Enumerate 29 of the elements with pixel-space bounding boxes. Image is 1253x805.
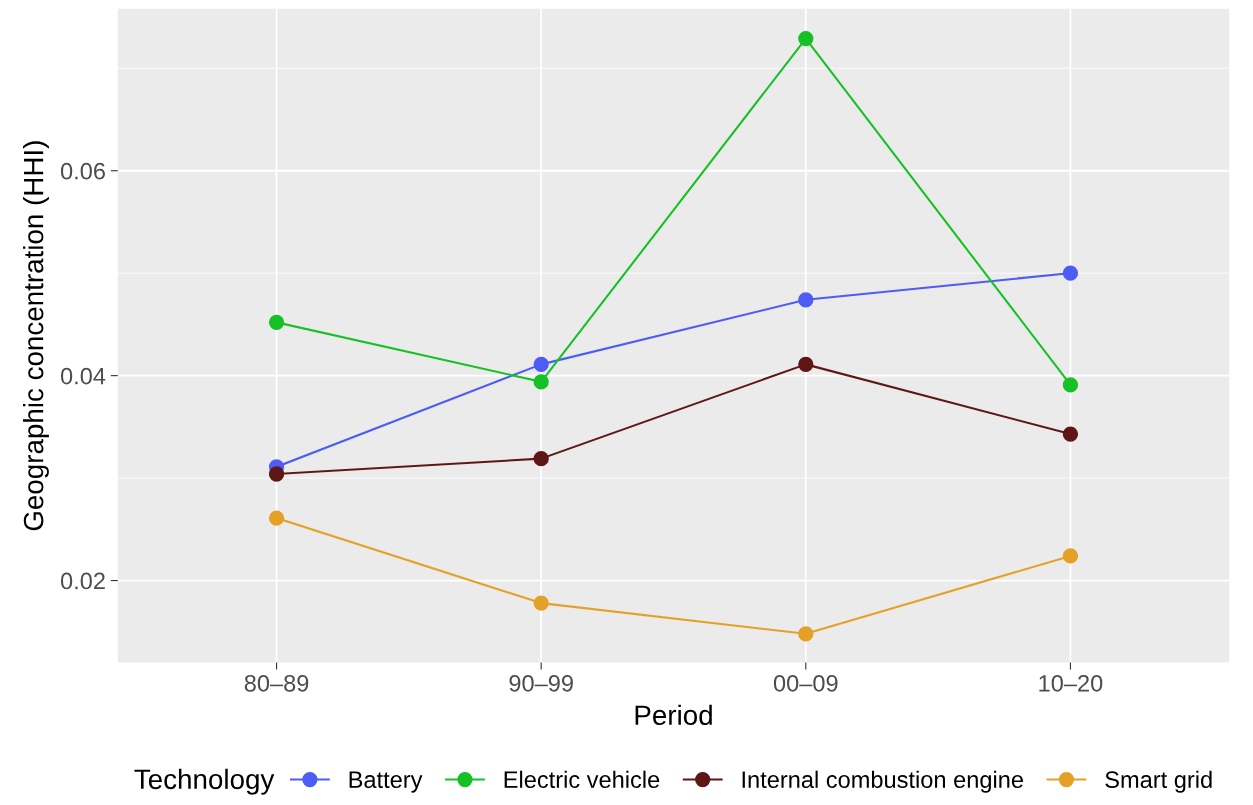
point [1062, 377, 1079, 393]
legend-label: Internal combustion engine [742, 770, 1023, 793]
point [1062, 265, 1079, 281]
point [798, 30, 814, 47]
point [798, 292, 814, 308]
y-tick-label: 0.06 [60, 162, 105, 180]
legend-label: Electric vehicle [504, 770, 660, 789]
legend-label: Battery [349, 771, 423, 793]
y-axis-title: Geographic concentration (HHI) [23, 141, 49, 531]
point [533, 374, 549, 390]
y-tick-label: 0.04 [60, 367, 106, 385]
x-tick-label: 90–99 [509, 674, 573, 692]
point [268, 314, 285, 331]
point [268, 510, 285, 526]
point [1062, 548, 1079, 564]
x-tick-label: 10–20 [1039, 674, 1103, 692]
point [1062, 426, 1079, 442]
x-tick-label: 80–89 [244, 674, 309, 692]
legend-label: Smart grid [1105, 770, 1212, 793]
point [533, 595, 549, 611]
point [533, 450, 549, 467]
x-tick-label: 00–09 [773, 674, 838, 692]
point [798, 356, 814, 373]
x-axis-title: Period [635, 704, 712, 726]
point [798, 626, 814, 642]
point [533, 356, 549, 373]
legend-title: Technology [134, 768, 275, 795]
point [268, 466, 285, 482]
y-tick-label: 0.02 [60, 572, 105, 590]
